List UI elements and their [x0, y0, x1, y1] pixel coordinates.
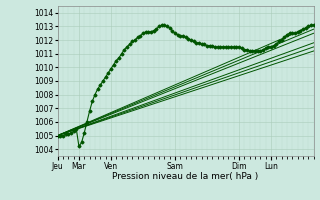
X-axis label: Pression niveau de la mer( hPa ): Pression niveau de la mer( hPa ) [112, 172, 259, 181]
